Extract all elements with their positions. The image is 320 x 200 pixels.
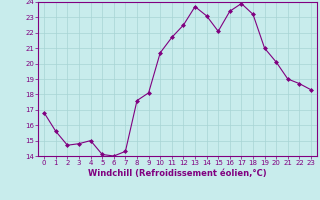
X-axis label: Windchill (Refroidissement éolien,°C): Windchill (Refroidissement éolien,°C) <box>88 169 267 178</box>
